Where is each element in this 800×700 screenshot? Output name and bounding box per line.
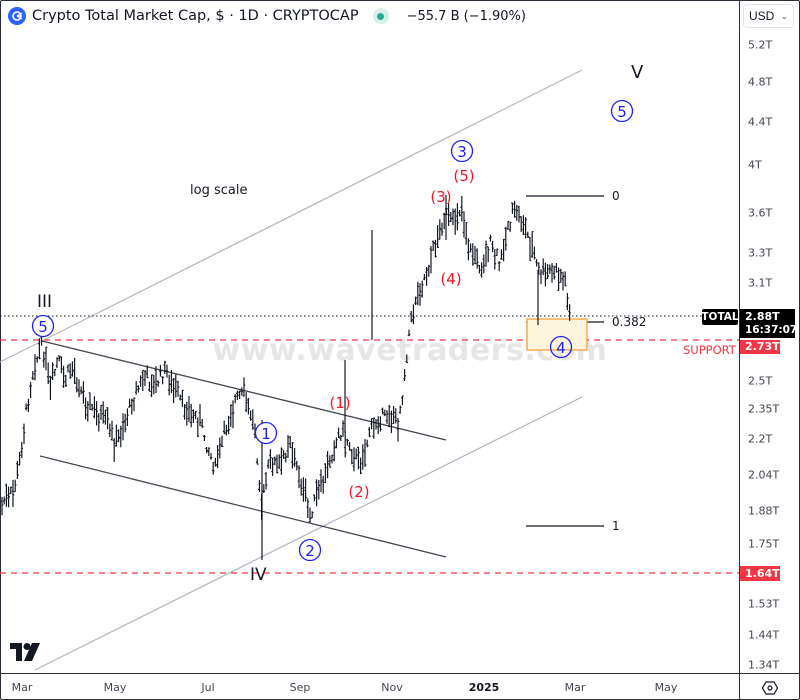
- price-axis-label: 3.1T: [748, 276, 773, 290]
- channel-lower-line[interactable]: [39, 455, 447, 558]
- price-bars: [0, 195, 571, 560]
- circled-wave-2: 2: [298, 538, 322, 562]
- circled-wave-1: 1: [254, 421, 278, 445]
- settings-hexagon-icon: [762, 681, 778, 695]
- price-chart[interactable]: www.wavetraders.com 0 0.382 1 log scale …: [0, 0, 739, 673]
- market-open-status-icon[interactable]: [372, 8, 389, 24]
- fib-1-label: 1: [612, 519, 620, 533]
- symbol-title[interactable]: Crypto Total Market Cap, $ · 1D · CRYPTO…: [32, 8, 359, 24]
- wave-IV-label: IV: [250, 565, 267, 585]
- svg-text:5: 5: [38, 318, 48, 336]
- circled-wave-5-projected: 5: [610, 99, 634, 123]
- svg-text:2: 2: [305, 542, 315, 560]
- circled-wave-4: 4: [549, 335, 573, 359]
- chart-header: Crypto Total Market Cap, $ · 1D · CRYPTO…: [0, 0, 740, 32]
- time-axis-divider: [0, 673, 800, 674]
- time-axis-label: May: [654, 681, 678, 694]
- currency-selector[interactable]: USD ⌄: [743, 4, 794, 28]
- upper-trendline[interactable]: [0, 69, 583, 363]
- price-axis-label: 3.3T: [748, 246, 773, 260]
- price-axis-label: 1.44T: [748, 628, 780, 642]
- log-scale-label: log scale: [190, 183, 247, 198]
- symbol-tag-label: TOTAL: [701, 311, 739, 323]
- fib-382-label: 0.382: [612, 315, 646, 329]
- time-axis-label: Nov: [381, 681, 403, 694]
- chart-settings-button[interactable]: [760, 679, 780, 697]
- price-axis-label: 4.4T: [748, 115, 773, 129]
- circled-wave-3: 3: [450, 139, 474, 163]
- time-axis-label: Mar: [11, 681, 33, 694]
- price-axis-label: 2.04T: [748, 468, 780, 482]
- circled-wave-5-left: 5: [31, 314, 55, 338]
- wave-label-2: (2): [348, 483, 369, 501]
- price-axis-label: 5.2T: [748, 38, 773, 52]
- support-price-tag: 2.73T: [740, 340, 780, 354]
- symbol-price-tag: TOTAL: [701, 309, 739, 325]
- current-price-tag: 2.88T 16:37:07: [740, 309, 798, 338]
- cryptocap-logo-icon: [8, 7, 26, 25]
- wave-III-label: III: [37, 292, 52, 312]
- price-axis-label: 1.34T: [748, 658, 780, 672]
- wave-label-5: (5): [453, 167, 474, 185]
- svg-text:5: 5: [617, 103, 627, 121]
- wave-label-3: (3): [430, 188, 451, 206]
- chevron-down-icon: ⌄: [780, 10, 788, 21]
- price-axis-label: 4.8T: [748, 75, 773, 89]
- wave-V-label: V: [631, 62, 644, 83]
- time-axis-label: Jul: [201, 681, 215, 694]
- svg-text:1: 1: [261, 425, 271, 443]
- fib-0-label: 0: [612, 189, 620, 203]
- support-label: SUPPORT: [683, 343, 737, 357]
- currency-label: USD: [749, 9, 775, 23]
- time-axis-label: Mar: [564, 681, 586, 694]
- price-axis-label: 3.6T: [748, 206, 773, 220]
- price-axis-label: 1.53T: [748, 597, 780, 611]
- wave-label-1: (1): [329, 394, 350, 412]
- price-axis-label: 2.5T: [748, 374, 773, 388]
- tradingview-logo[interactable]: [10, 643, 42, 666]
- price-axis-label: 1.75T: [748, 537, 780, 551]
- low-level-price-tag: 1.64T: [740, 566, 780, 581]
- price-axis-label: 2.35T: [748, 402, 780, 416]
- support-price-value: 2.73T: [745, 340, 780, 353]
- wave-4-target-box[interactable]: [526, 318, 588, 351]
- svg-text:3: 3: [457, 143, 467, 161]
- wave-label-4: (4): [440, 270, 461, 288]
- time-axis-label: Sep: [289, 681, 311, 694]
- price-axis-label: 4T: [748, 158, 762, 172]
- bar-countdown: 16:37:07: [745, 324, 798, 336]
- low-level-price-value: 1.64T: [745, 567, 780, 580]
- svg-text:4: 4: [556, 339, 566, 357]
- price-axis-label: 2.2T: [748, 432, 773, 446]
- price-axis-divider: [739, 0, 740, 700]
- lower-trendline[interactable]: [34, 396, 583, 671]
- price-change: −55.7 B (−1.90%): [406, 8, 526, 24]
- tradingview-logo-icon: [10, 643, 40, 661]
- price-axis-label: 1.88T: [748, 504, 780, 518]
- current-price-value: 2.88T: [745, 310, 780, 323]
- time-axis-label: 2025: [468, 681, 500, 694]
- time-axis-label: May: [103, 681, 127, 694]
